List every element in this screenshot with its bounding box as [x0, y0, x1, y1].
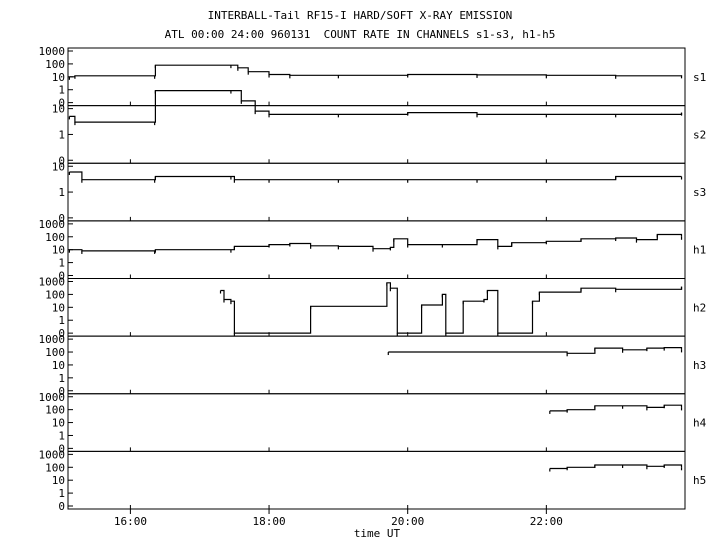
- y-tick-label: 1000: [39, 391, 66, 404]
- series-line-h2: [220, 282, 683, 334]
- x-axis: 16:00 18:00 20:00 22:00: [114, 509, 563, 528]
- y-tick-label: 1: [58, 487, 65, 500]
- panel-label: h2: [693, 301, 706, 314]
- panel-label: h1: [693, 244, 706, 257]
- panel-label: h3: [693, 359, 706, 372]
- series-line-h4: [549, 404, 683, 412]
- y-tick-label: 10: [52, 417, 65, 430]
- y-tick-label: 0: [58, 385, 65, 398]
- y-tick-label: 1000: [39, 45, 66, 58]
- y-tick-label: 100: [45, 346, 65, 359]
- y-tick-label: 0: [58, 270, 65, 283]
- y-tick-label: 10: [52, 244, 65, 257]
- y-tick-label: 10: [52, 71, 65, 84]
- panel-frame: [67, 450, 686, 510]
- y-tick-label: 1000: [39, 448, 66, 461]
- y-tick-label: 0: [58, 154, 65, 167]
- y-tick-label: 1: [58, 314, 65, 327]
- series-line-s2: [69, 90, 683, 123]
- y-tick-label: 100: [45, 231, 65, 244]
- y-tick-label: 1: [58, 429, 65, 442]
- panel-frame: [67, 335, 686, 395]
- panel-label: h5: [693, 474, 706, 487]
- x-axis-label: time UT: [354, 527, 401, 540]
- panel-frame: [67, 278, 686, 337]
- series-line-h1: [69, 233, 683, 252]
- panel-frame: [67, 162, 686, 222]
- y-tick-label: 10: [52, 474, 65, 487]
- panel-frame: [67, 47, 686, 107]
- y-tick-label: 100: [45, 288, 65, 301]
- y-tick-label: 100: [45, 461, 65, 474]
- panel-label: s1: [693, 71, 706, 84]
- y-tick-label: 10: [52, 160, 65, 173]
- y-tick-label: 10: [52, 103, 65, 116]
- y-tick-label: 10: [52, 359, 65, 372]
- y-tick-label: 0: [58, 500, 65, 513]
- series-line-h3: [388, 347, 683, 354]
- x-tick-label: 16:00: [114, 515, 147, 528]
- y-tick-label: 1: [58, 186, 65, 199]
- x-tick-label: 22:00: [530, 515, 563, 528]
- panel-label: h4: [693, 417, 707, 430]
- y-tick-label: 1: [58, 372, 65, 385]
- chart-subtitle: ATL 00:00 24:00 960131 COUNT RATE IN CHA…: [164, 28, 556, 41]
- x-tick-label: 18:00: [252, 515, 285, 528]
- series-line-s3: [69, 171, 682, 181]
- panel-label: s3: [693, 186, 706, 199]
- y-tick-label: 0: [58, 97, 65, 110]
- y-tick-label: 100: [45, 58, 65, 71]
- y-tick-label: 1000: [39, 218, 66, 231]
- panel-frame: [67, 393, 686, 452]
- x-tick-label: 20:00: [391, 515, 424, 528]
- y-tick-label: 100: [45, 404, 65, 417]
- y-tick-label: 10: [52, 301, 65, 314]
- y-tick-label: 1: [58, 128, 65, 141]
- y-tick-label: 1: [58, 257, 65, 270]
- y-tick-label: 0: [58, 442, 65, 455]
- y-tick-label: 0: [58, 212, 65, 225]
- series-line-h5: [549, 464, 683, 470]
- series-line-s1: [69, 64, 683, 78]
- y-tick-label: 0: [58, 327, 65, 340]
- panels-layer: 10001001010s11010s21010s310001001010h110…: [39, 45, 707, 513]
- panel-label: s2: [693, 128, 706, 141]
- y-tick-label: 1000: [39, 276, 66, 289]
- chart-title: INTERBALL-Tail RF15-I HARD/SOFT X-RAY EM…: [207, 9, 513, 22]
- y-tick-label: 1: [58, 84, 65, 97]
- y-tick-label: 1000: [39, 333, 66, 346]
